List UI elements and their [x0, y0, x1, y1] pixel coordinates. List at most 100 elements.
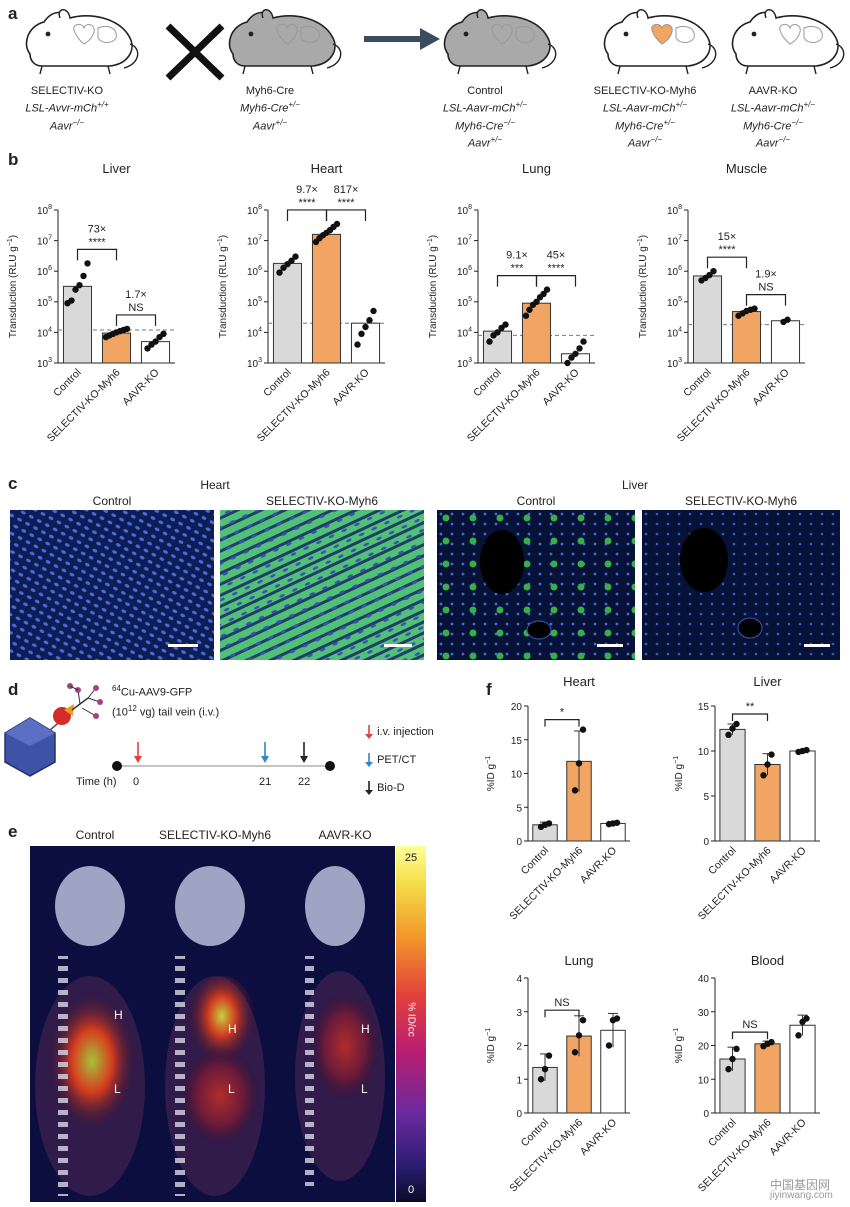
- genotype-line: LSL-Avvr-mCh+/+: [25, 100, 109, 115]
- scale-bar: [804, 644, 830, 647]
- x-tick-label: Control: [706, 1117, 738, 1149]
- y-axis-label: Transduction (RLU g−1): [7, 235, 19, 338]
- fold-change-label: 817×: [334, 184, 359, 196]
- y-tick-label: 40: [698, 974, 710, 985]
- comparison-bracket: [325, 209, 367, 221]
- y-tick-label: 104: [247, 326, 262, 339]
- bar-0: [272, 262, 303, 364]
- mouse-0: [12, 4, 142, 81]
- legend-iv-injection: i.v. injection: [364, 724, 434, 740]
- y-axis-label: Transduction (RLU g−1): [217, 235, 229, 338]
- data-point: [575, 1032, 583, 1039]
- y-tick-label: 10: [698, 1075, 710, 1086]
- x-tick-label: Control: [471, 367, 503, 399]
- bar-1: [311, 233, 342, 364]
- y-tick-label: 15: [511, 736, 523, 747]
- heart-marker-2: H: [228, 1022, 237, 1036]
- x-tick-label: AAVR-KO: [578, 1117, 619, 1158]
- mouse-caption-0: SELECTIV-KO LSL-Avvr-mCh+/+ Aavr−/−: [0, 84, 142, 133]
- fold-change-label: 73×: [88, 223, 107, 235]
- y-axis-label: %ID g−1: [673, 1028, 685, 1063]
- y-tick-label: 106: [457, 265, 472, 278]
- x-tick-label: Control: [51, 367, 83, 399]
- legend-pet-ct: PET/CT: [364, 752, 416, 768]
- mouse-illustration: [25, 9, 139, 75]
- timeline-tick-0: 0: [133, 776, 140, 788]
- liver-marker-2: L: [228, 1082, 235, 1096]
- comparison-bracket: [745, 293, 787, 306]
- data-point: [533, 298, 540, 305]
- data-point: [502, 321, 509, 328]
- data-point: [768, 751, 775, 758]
- dose-label: (1012 vg) tail vein (i.v.): [112, 704, 220, 719]
- chart-title: Heart: [563, 674, 595, 689]
- arrow-right-icon: [364, 28, 440, 50]
- data-point: [725, 731, 732, 738]
- y-tick-label: 103: [667, 357, 682, 370]
- comparison-bracket: [544, 719, 580, 727]
- y-tick-label: 107: [37, 235, 52, 248]
- y-tick-label: 103: [37, 357, 52, 370]
- significance-label: ****: [88, 236, 106, 248]
- comparison-bracket: [286, 209, 328, 221]
- x-tick-label: Control: [519, 845, 551, 877]
- data-point: [526, 306, 533, 313]
- data-point: [571, 1049, 579, 1056]
- data-point: [68, 297, 75, 304]
- data-point: [706, 271, 713, 279]
- chart-title: Lung: [565, 953, 594, 968]
- pet-title-ko-myh6: SELECTIV-KO-Myh6: [158, 828, 272, 842]
- scale-bar: [168, 644, 198, 647]
- y-tick-label: 104: [457, 326, 472, 339]
- aav-particle-icon: [4, 683, 103, 777]
- data-point: [370, 307, 377, 315]
- pet-title-aavr-ko: AAVR-KO: [318, 828, 372, 842]
- y-tick-label: 15: [698, 702, 710, 713]
- significance-label: **: [746, 701, 755, 713]
- data-point: [540, 290, 547, 298]
- y-axis-label: %ID g−1: [485, 1028, 497, 1063]
- x-tick-label: Control: [706, 845, 738, 877]
- x-tick-label: AAVR-KO: [120, 367, 161, 408]
- data-point: [366, 317, 373, 324]
- comparison-bracket: [535, 275, 577, 287]
- comparison-bracket: [496, 275, 538, 287]
- y-tick-label: 103: [247, 357, 262, 370]
- scale-min: 0: [407, 1184, 415, 1196]
- mouse-name: Myh6-Cre: [245, 85, 295, 97]
- color-scale-bar: 25 % ID/cc 0: [396, 846, 426, 1202]
- data-point: [729, 725, 736, 732]
- panel-label-f: f: [486, 680, 492, 699]
- bar-0: [482, 330, 513, 364]
- bar-2: [789, 1024, 816, 1114]
- genotype-line: Myh6-Cre−/−: [743, 117, 803, 133]
- significance-label: *: [560, 707, 565, 719]
- mouse-name: SELECTIV-KO-Myh6: [593, 85, 697, 97]
- scale-max: 25: [404, 852, 418, 864]
- x-tick-label: AAVR-KO: [750, 367, 791, 408]
- data-point: [729, 1055, 736, 1063]
- data-point: [580, 338, 587, 345]
- data-point: [494, 329, 501, 336]
- y-axis-label: Transduction (RLU g−1): [637, 235, 649, 338]
- x-tick-label: AAVR-KO: [540, 367, 581, 408]
- genotype-line: LSL-Aavr-mCh+/−: [442, 100, 528, 115]
- mouse-3: [590, 4, 720, 81]
- micro-title-liver-control: Control: [516, 494, 556, 508]
- x-tick-label: Control: [519, 1117, 551, 1149]
- data-point: [541, 1065, 549, 1073]
- chart-lung-transduction: Lung 103 104 105 106 107 108 Transduction (RLU …: [427, 161, 595, 444]
- data-point: [605, 1042, 613, 1049]
- y-tick-label: 0: [703, 1109, 709, 1120]
- y-tick-label: 30: [698, 1008, 710, 1019]
- x-tick-label: SELECTIV-KO-Myh6: [45, 367, 123, 445]
- data-point: [725, 1065, 732, 1073]
- genotype-line: Aavr−/−: [49, 117, 85, 133]
- bar-0: [62, 285, 93, 364]
- data-point: [543, 286, 551, 293]
- y-axis-label: %ID g−1: [673, 756, 685, 791]
- data-point: [803, 746, 810, 754]
- chart-title: Liver: [102, 161, 131, 176]
